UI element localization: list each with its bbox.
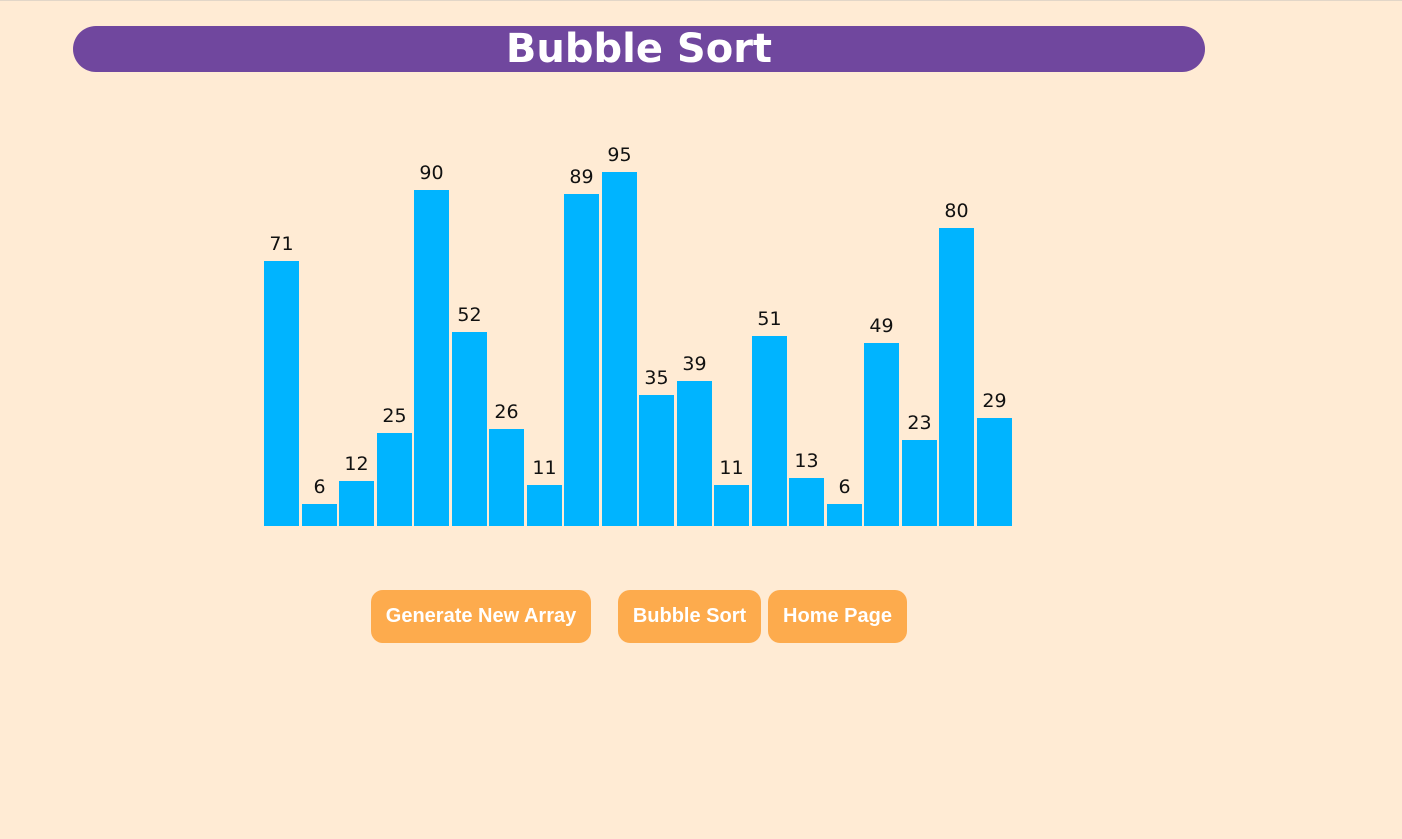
bar-value-label: 39 — [682, 353, 707, 375]
bubble-sort-button[interactable]: Bubble Sort — [618, 590, 761, 643]
bar-value-label: 71 — [269, 233, 294, 255]
bar-value-label: 6 — [313, 476, 326, 498]
array-bar — [339, 481, 374, 526]
array-bar — [564, 194, 599, 526]
bar-value-label: 52 — [457, 304, 482, 326]
array-bar — [602, 172, 637, 526]
bar-value-label: 11 — [719, 457, 744, 479]
array-bar — [789, 478, 824, 526]
bar-value-label: 12 — [344, 453, 369, 475]
array-bar — [752, 336, 787, 526]
array-bar — [977, 418, 1012, 526]
array-bar — [377, 433, 412, 526]
array-bar — [452, 332, 487, 526]
bar-value-label: 26 — [494, 401, 519, 423]
bar-value-label: 90 — [419, 162, 444, 184]
generate-new-array-button[interactable]: Generate New Array — [371, 590, 591, 643]
array-bar — [677, 381, 712, 526]
array-bar — [714, 485, 749, 526]
array-bar — [827, 504, 862, 526]
array-bar — [902, 440, 937, 526]
array-bar — [264, 261, 299, 526]
array-bar — [639, 395, 674, 526]
bar-value-label: 25 — [382, 405, 407, 427]
bar-value-label: 49 — [869, 315, 894, 337]
array-bar — [302, 504, 337, 526]
array-bar — [489, 429, 524, 526]
title-banner: Bubble Sort — [73, 26, 1205, 72]
page-title: Bubble Sort — [505, 26, 773, 72]
bar-value-label: 13 — [794, 450, 819, 472]
array-bar — [527, 485, 562, 526]
home-page-button[interactable]: Home Page — [768, 590, 907, 643]
bar-value-label: 11 — [532, 457, 557, 479]
bar-value-label: 23 — [907, 412, 932, 434]
array-bar — [864, 343, 899, 526]
top-divider — [0, 0, 1402, 1]
array-bar — [414, 190, 449, 526]
bar-value-label: 89 — [569, 166, 594, 188]
bar-value-label: 6 — [838, 476, 851, 498]
array-bar — [939, 228, 974, 526]
bar-value-label: 80 — [944, 200, 969, 222]
bar-value-label: 29 — [982, 390, 1007, 412]
bar-value-label: 51 — [757, 308, 782, 330]
bar-value-label: 95 — [607, 144, 632, 166]
bar-value-label: 35 — [644, 367, 669, 389]
